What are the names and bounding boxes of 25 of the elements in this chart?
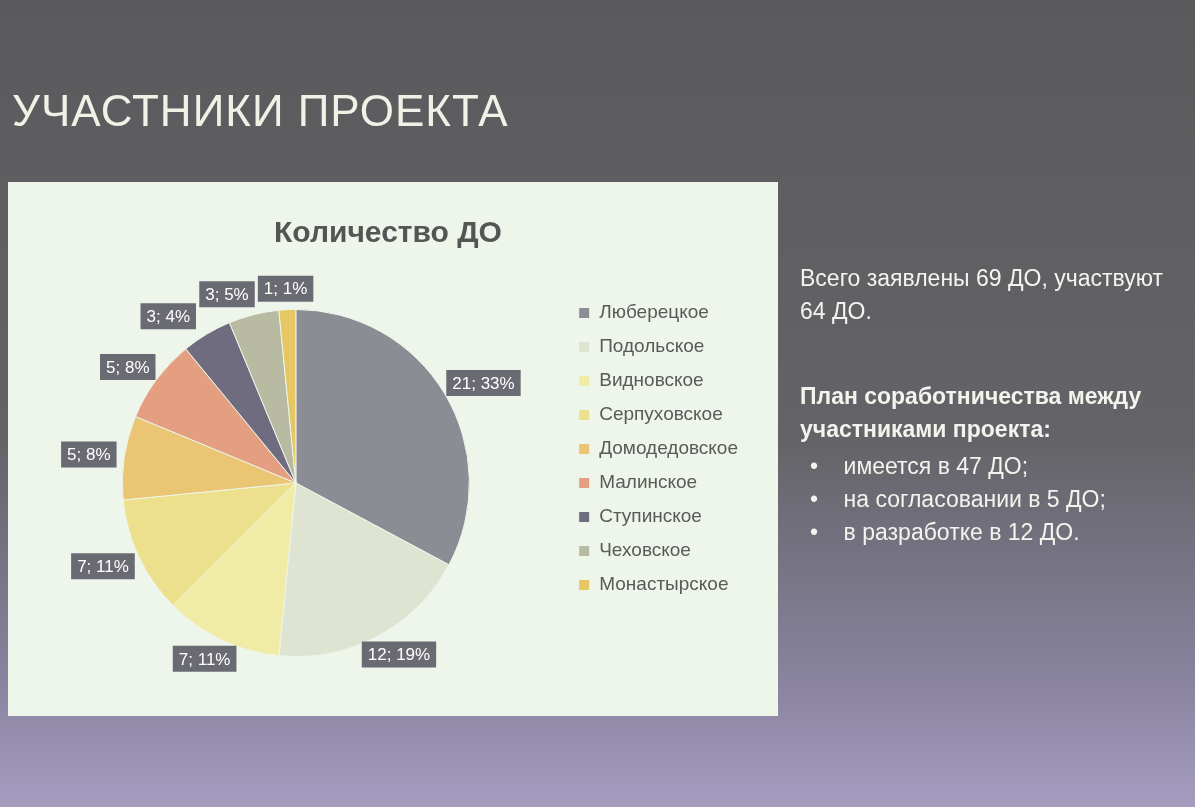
chart-title: УЧАСТНИКИ ПРОЕКТА — [12, 86, 509, 136]
legend-label: Чеховское — [599, 539, 691, 561]
data-label: 1; 1% — [263, 279, 308, 299]
legend-label: Видновское — [599, 369, 704, 391]
legend-label: Подольское — [599, 335, 705, 357]
legend-label: Монастырское — [599, 573, 729, 595]
legend-label: Малинское — [599, 471, 698, 493]
text: Всего заявлены 69 ДО, участвуют 64 ДО. — [800, 264, 1165, 326]
legend-label: Люберецкое — [599, 301, 709, 323]
text: План соработничества между участниками проекта: — [800, 382, 1143, 444]
chart-subtitle: Количество ДО — [274, 215, 502, 249]
data-label: 3; 4% — [146, 306, 190, 326]
legend-label: Серпуховское — [599, 403, 723, 425]
data-label: 7; 11% — [178, 649, 231, 669]
text: • в разработке в 12 ДО. — [810, 518, 1081, 547]
legend-label: Домодедовское — [599, 437, 739, 459]
text: • имеется в 47 ДО; — [810, 452, 1030, 481]
data-label: 3; 5% — [205, 284, 249, 304]
data-label: 5; 8% — [67, 445, 111, 465]
data-label: 21; 33% — [452, 373, 515, 393]
data-label: 5; 8% — [106, 357, 150, 377]
data-label: 7; 11% — [77, 556, 129, 576]
data-label: 12; 19% — [367, 645, 431, 665]
legend-label: Ступинское — [599, 505, 702, 527]
text: • на согласовании в 5 ДО; — [810, 485, 1107, 514]
